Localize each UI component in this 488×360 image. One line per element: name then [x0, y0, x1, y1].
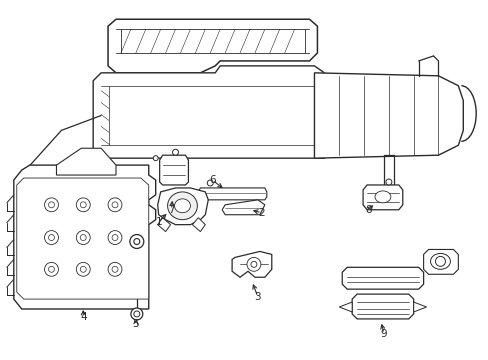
Circle shape	[108, 231, 122, 244]
Text: 9: 9	[380, 329, 386, 339]
Circle shape	[112, 266, 118, 272]
Text: 4: 4	[80, 312, 86, 322]
Circle shape	[108, 198, 122, 212]
Polygon shape	[232, 251, 271, 277]
Circle shape	[76, 198, 90, 212]
Ellipse shape	[174, 199, 190, 213]
Polygon shape	[362, 185, 402, 210]
Circle shape	[131, 308, 142, 320]
Circle shape	[80, 266, 86, 272]
Polygon shape	[93, 66, 328, 158]
Polygon shape	[192, 218, 205, 231]
Polygon shape	[160, 155, 188, 185]
Circle shape	[130, 235, 143, 248]
Circle shape	[80, 202, 86, 208]
Text: 6: 6	[208, 175, 215, 185]
Circle shape	[48, 202, 54, 208]
Circle shape	[108, 262, 122, 276]
Polygon shape	[351, 294, 413, 319]
Circle shape	[48, 235, 54, 240]
Polygon shape	[413, 302, 426, 312]
Polygon shape	[423, 249, 457, 274]
Circle shape	[153, 156, 158, 161]
Circle shape	[207, 180, 213, 186]
Circle shape	[250, 261, 256, 267]
Circle shape	[246, 257, 260, 271]
Polygon shape	[14, 165, 155, 309]
Polygon shape	[56, 148, 116, 175]
Circle shape	[80, 235, 86, 240]
Circle shape	[44, 198, 59, 212]
Text: 7: 7	[168, 205, 175, 215]
Circle shape	[172, 149, 178, 155]
Ellipse shape	[429, 253, 449, 269]
Circle shape	[48, 266, 54, 272]
Ellipse shape	[167, 192, 197, 220]
Circle shape	[385, 179, 391, 185]
Circle shape	[44, 231, 59, 244]
Polygon shape	[222, 200, 264, 215]
Circle shape	[134, 239, 140, 244]
Polygon shape	[342, 267, 423, 289]
Circle shape	[112, 202, 118, 208]
Circle shape	[435, 256, 445, 266]
Polygon shape	[17, 178, 148, 299]
Text: 1: 1	[155, 217, 162, 227]
Circle shape	[134, 311, 140, 317]
Text: 3: 3	[254, 292, 261, 302]
Circle shape	[76, 231, 90, 244]
Ellipse shape	[374, 191, 390, 203]
Circle shape	[76, 262, 90, 276]
Polygon shape	[157, 188, 208, 225]
Circle shape	[44, 262, 59, 276]
Polygon shape	[339, 302, 351, 312]
Polygon shape	[157, 218, 170, 231]
Text: 2: 2	[258, 208, 264, 218]
Polygon shape	[198, 188, 266, 200]
Text: 5: 5	[132, 319, 139, 329]
Circle shape	[112, 235, 118, 240]
Polygon shape	[314, 73, 462, 158]
Text: 8: 8	[365, 205, 371, 215]
Polygon shape	[108, 19, 317, 73]
